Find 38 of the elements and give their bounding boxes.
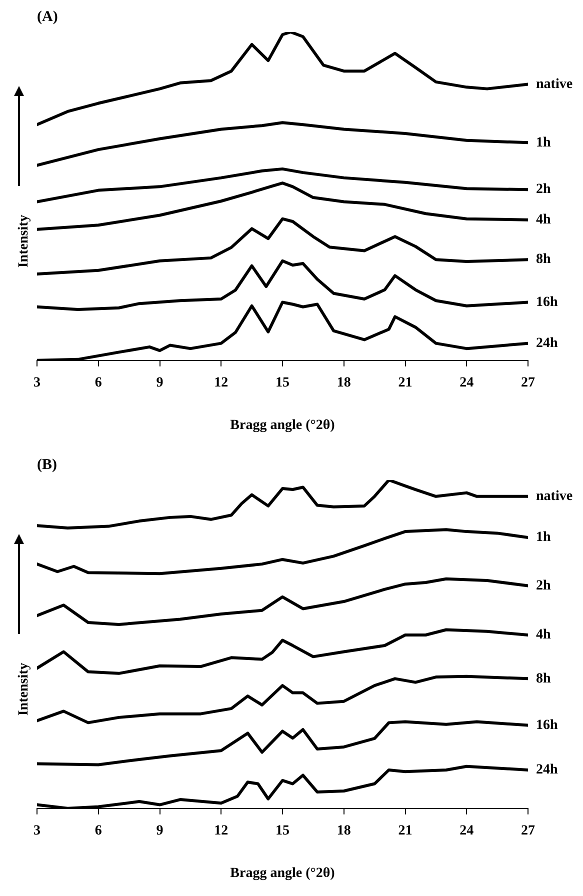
x-tick-label: 6 [94,375,102,390]
x-tick-label: 15 [276,823,290,838]
series-label: native [536,489,573,504]
y-axis-title: Intensity [16,214,32,268]
series-label: 1h [536,135,551,150]
series-label: 2h [536,182,551,198]
x-tick-label: 21 [398,375,412,390]
x-tick-label: 3 [34,375,40,390]
series-label: 4h [536,212,551,228]
x-tick-label: 21 [398,823,412,838]
x-tick-label: 27 [521,823,535,838]
x-tick-label: 12 [214,823,228,838]
chart-title: (B) [37,456,57,473]
series-label: 8h [536,671,551,686]
x-tick-label: 18 [336,375,351,390]
x-tick-label: 9 [156,823,164,838]
x-tick-label: 3 [34,823,40,838]
x-tick-label: 24 [460,375,474,390]
x-axis-title: Bragg angle (°2θ) [230,418,336,434]
x-tick-label: 18 [336,823,351,838]
series-label: 24h [536,762,558,778]
x-axis-title: Bragg angle (°2θ) [230,866,336,882]
x-tick-label: 9 [156,375,164,390]
x-tick-label: 12 [214,375,228,390]
chart-title: (A) [37,8,58,25]
series-label: 2h [536,578,551,594]
series-label: 4h [536,628,551,643]
series-label: 8h [536,252,551,268]
series-label: 16h [536,294,558,310]
y-axis-title: Intensity [16,662,32,716]
series-label: 1h [536,530,551,546]
series-label: 16h [536,718,558,733]
x-tick-label: 24 [460,823,474,838]
x-tick-label: 15 [276,375,290,390]
series-label: 24h [536,336,558,351]
x-tick-label: 27 [521,375,535,390]
series-label: native [536,76,573,92]
x-tick-label: 6 [94,823,102,838]
